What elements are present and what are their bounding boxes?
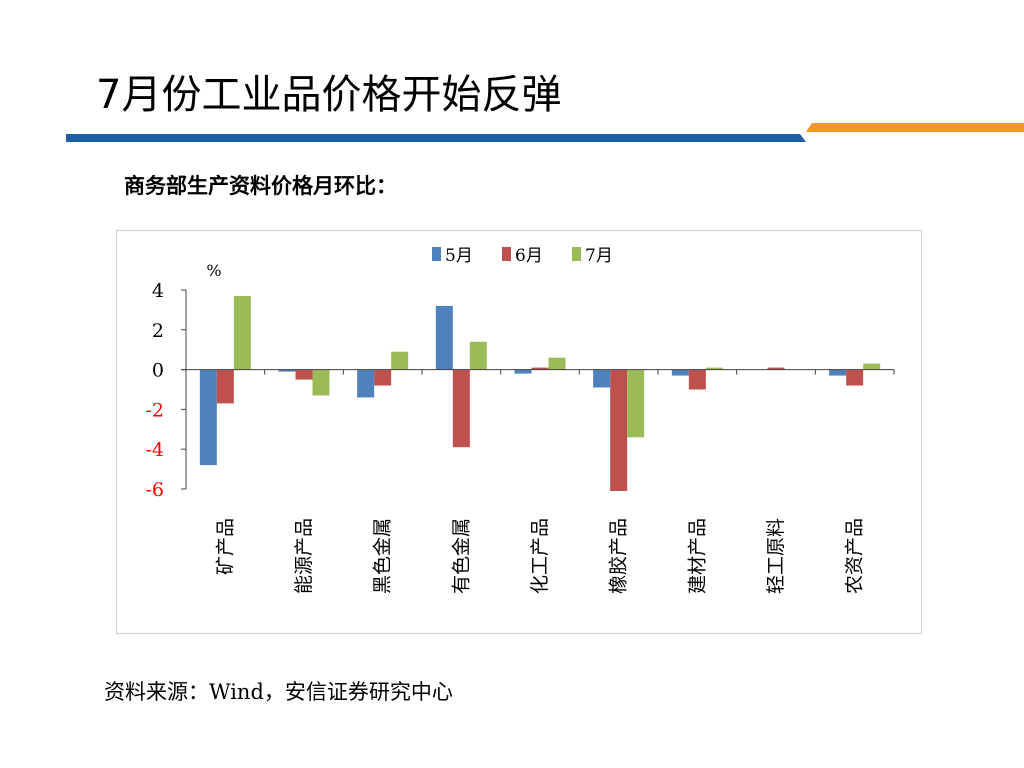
legend-label: 7月	[585, 246, 613, 266]
x-category-label: 矿产品	[214, 518, 236, 575]
y-tick-label: -2	[145, 399, 164, 421]
bar	[295, 369, 313, 380]
bar	[593, 369, 611, 388]
bar	[374, 369, 392, 386]
x-category-label: 能源产品	[293, 518, 315, 594]
legend-swatch	[502, 247, 511, 261]
legend-swatch	[432, 247, 441, 261]
bar	[627, 369, 645, 438]
bar	[435, 305, 453, 370]
x-category-label: 橡胶产品	[608, 518, 630, 594]
bar	[233, 295, 251, 370]
legend-label: 5月	[445, 246, 473, 266]
bar	[548, 357, 566, 370]
y-tick-label: 2	[152, 320, 164, 342]
bar-chart: 4 2 0 -2 -4 -6% 矿产品 能源产品 黑色金属 有色金属 化工产品 橡胶产品 建材产品 轻工原…	[145, 246, 895, 594]
bar	[312, 369, 330, 396]
bar	[514, 369, 532, 374]
x-category-label: 有色金属	[450, 518, 472, 594]
bar	[767, 367, 785, 370]
bar	[671, 369, 689, 376]
legend-label: 6月	[515, 246, 543, 266]
y-tick-label: -6	[145, 479, 164, 501]
y-tick-label: 4	[152, 280, 164, 302]
bar	[610, 369, 628, 491]
x-category-label: 化工产品	[529, 518, 551, 594]
y-tick-label: -4	[145, 439, 164, 461]
chart-subtitle: 商务部生产资料价格月环比：	[124, 173, 397, 198]
y-tick-label: 0	[152, 360, 164, 382]
bar	[846, 369, 864, 386]
bar	[705, 367, 723, 370]
x-category-label: 轻工原料	[765, 518, 787, 594]
legend-swatch	[572, 247, 581, 261]
title-underline-orange	[806, 123, 1024, 132]
bar	[452, 369, 470, 448]
y-axis-unit-label: %	[206, 261, 221, 280]
page-title: 7月份工业品价格开始反弹	[96, 72, 562, 118]
bar	[688, 369, 706, 390]
x-category-label: 农资产品	[844, 518, 866, 594]
bar	[199, 369, 217, 466]
x-category-label: 黑色金属	[372, 518, 394, 594]
source-note: 资料来源：Wind，安信证券研究中心	[104, 680, 453, 704]
bar	[357, 369, 375, 398]
bar	[391, 351, 409, 370]
x-category-label: 建材产品	[686, 518, 708, 594]
bar	[469, 341, 487, 370]
bar	[829, 369, 847, 376]
bar	[863, 363, 881, 370]
title-underline-blue	[66, 134, 806, 142]
bar	[216, 369, 234, 404]
bar	[278, 369, 296, 372]
bar	[531, 367, 549, 370]
title-underline-bar	[66, 123, 1024, 142]
